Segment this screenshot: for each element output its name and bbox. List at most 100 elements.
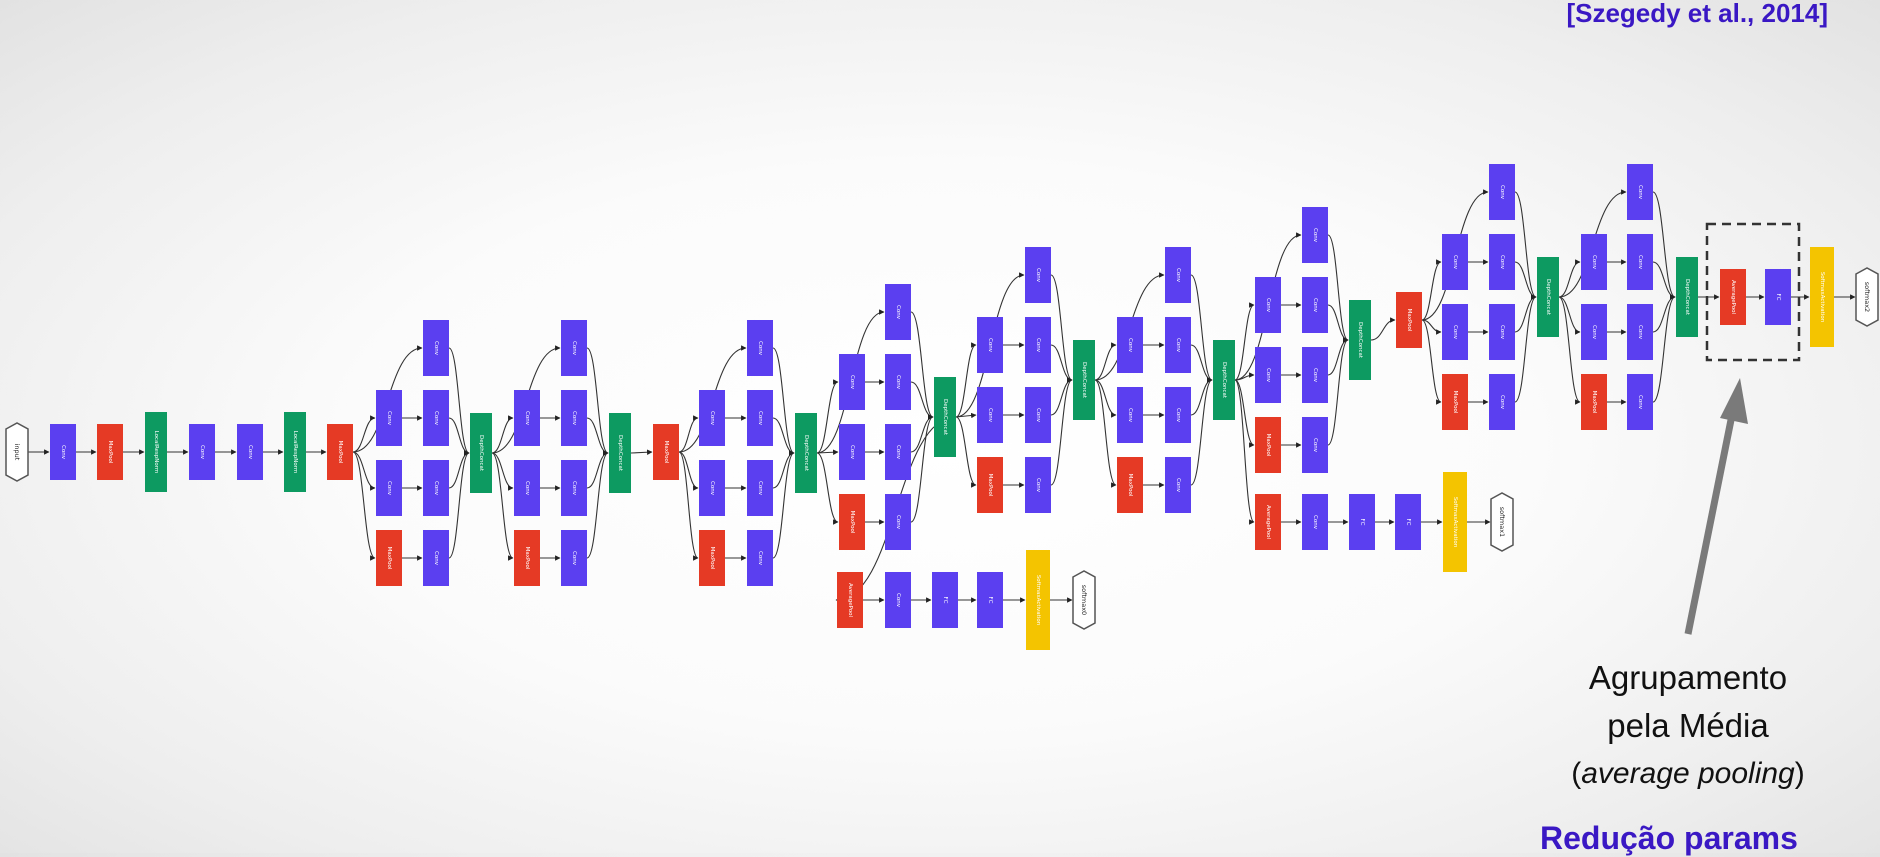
inception-3a-conv-a2-label: Conv bbox=[433, 411, 439, 426]
fc-aux-1a-label: FC bbox=[942, 596, 948, 603]
inception-5a-conv-b: Conv bbox=[1442, 304, 1468, 360]
inception-4c-concat-label: DepthConcat bbox=[1081, 362, 1087, 399]
avgpool-final-label: AveragePool bbox=[1730, 280, 1736, 314]
edge-maxpool-stem-2-to-inception-3a-conv-b bbox=[352, 451, 376, 491]
conv-stem-3-label: Conv bbox=[247, 445, 253, 460]
inception-4a-maxpool-label: MaxPool bbox=[709, 547, 715, 570]
fc-final: FC bbox=[1765, 269, 1791, 325]
avgpool-aux-1-label: AveragePool bbox=[847, 583, 853, 617]
maxpool-3: MaxPool bbox=[653, 424, 679, 480]
inception-5a-conv-p-label: Conv bbox=[1499, 395, 1505, 410]
inception-4a-conv-p-label: Conv bbox=[757, 551, 763, 566]
avgpool-aux-2-label: AveragePool bbox=[1265, 505, 1271, 539]
maxpool-stem-2: MaxPool bbox=[327, 424, 353, 480]
inception-4d-conv-1x1-label: Conv bbox=[1175, 268, 1181, 283]
inception-4e-conv-a2: Conv bbox=[1302, 277, 1328, 333]
conv-aux-1-label: Conv bbox=[895, 593, 901, 608]
inception-4b-conv-a: Conv bbox=[839, 354, 865, 410]
inception-4d-maxpool-label: MaxPool bbox=[1127, 474, 1133, 497]
average-pooling-caption: Agrupamento pela Média (average pooling) bbox=[1512, 654, 1864, 798]
edge-inception-4b-conv-a2-to-inception-4b-concat bbox=[910, 381, 934, 420]
conv-aux-2: Conv bbox=[1302, 494, 1328, 550]
inception-5a-concat: DepthConcat bbox=[1537, 257, 1559, 337]
edge-inception-4b-concat-to-inception-4c-conv-a bbox=[955, 342, 977, 418]
inception-4d-conv-b2: Conv bbox=[1165, 387, 1191, 443]
inception-5a-maxpool-label: MaxPool bbox=[1452, 391, 1458, 414]
edge-inception-4e-conv-p-to-inception-4e-concat bbox=[1327, 337, 1349, 446]
inception-5a-conv-b-label: Conv bbox=[1452, 325, 1458, 340]
edge-inception-4a-conv-b2-to-inception-4a-concat bbox=[772, 450, 795, 489]
edge-inception-5a-conv-1x1-to-inception-5a-concat bbox=[1514, 191, 1537, 300]
inception-4c-maxpool: MaxPool bbox=[977, 457, 1003, 513]
edge-inception-5a-concat-to-inception-5b-maxpool bbox=[1558, 296, 1581, 405]
edge-inception-4b-concat-to-inception-4c-conv-b bbox=[955, 412, 977, 419]
edge-inception-3a-conv-1x1-to-inception-3a-concat bbox=[448, 347, 470, 456]
inception-4d-conv-b: Conv bbox=[1117, 387, 1143, 443]
edge-inception-3b-concat-to-maxpool-3 bbox=[630, 449, 653, 455]
inception-3b-conv-1x1: Conv bbox=[561, 320, 587, 376]
fc-aux-2a: FC bbox=[1349, 494, 1375, 550]
edge-inception-5b-conv-p-to-inception-5b-concat bbox=[1652, 294, 1676, 403]
edge-inception-4d-concat-to-inception-4e-conv-b bbox=[1234, 372, 1255, 381]
inception-3b-maxpool: MaxPool bbox=[514, 530, 540, 586]
inception-4c-maxpool-label: MaxPool bbox=[987, 474, 993, 497]
softmax2-node-label: softmax2 bbox=[1863, 282, 1871, 312]
inception-4a-conv-1x1-label: Conv bbox=[757, 341, 763, 356]
inception-4b-conv-p-label: Conv bbox=[895, 515, 901, 530]
softmax0-node: softmax0 bbox=[1072, 570, 1096, 630]
softmax1-node-label: softmax1 bbox=[1498, 507, 1506, 537]
inception-5a-conv-p: Conv bbox=[1489, 374, 1515, 430]
conv-stem-1: Conv bbox=[50, 424, 76, 480]
edge-inception-5b-conv-a2-to-inception-5b-concat bbox=[1652, 261, 1676, 300]
edge-inception-5a-conv-a2-to-inception-5a-concat bbox=[1514, 261, 1537, 300]
inception-4e-conv-b2-label: Conv bbox=[1312, 368, 1318, 383]
inception-4d-maxpool: MaxPool bbox=[1117, 457, 1143, 513]
inception-4d-concat-label: DepthConcat bbox=[1221, 362, 1227, 399]
edge-maxpool-4-to-inception-5a-conv-a bbox=[1421, 259, 1442, 321]
softmax-activation-aux-1: SoftmaxActivation bbox=[1026, 550, 1050, 650]
caption-line-3: (average pooling) bbox=[1571, 757, 1805, 790]
inception-3b-conv-p: Conv bbox=[561, 530, 587, 586]
inception-4c-conv-p-label: Conv bbox=[1035, 478, 1041, 493]
lrn-stem-1: LocalRespNorm bbox=[145, 412, 167, 492]
inception-4a-conv-b2: Conv bbox=[747, 460, 773, 516]
inception-4a-conv-p: Conv bbox=[747, 530, 773, 586]
fc-aux-1b-label: FC bbox=[987, 596, 993, 603]
lrn-stem-2: LocalRespNorm bbox=[284, 412, 306, 492]
inception-5b-conv-b2: Conv bbox=[1627, 304, 1653, 360]
softmax-activation-aux-2-label: SoftmaxActivation bbox=[1452, 497, 1458, 548]
edge-inception-3a-concat-to-inception-3b-maxpool bbox=[491, 452, 514, 561]
edge-inception-4c-conv-p-to-inception-4c-concat bbox=[1050, 377, 1073, 486]
edge-inception-4d-concat-to-inception-4e-conv-a bbox=[1234, 302, 1255, 381]
inception-4a-conv-a2-label: Conv bbox=[757, 411, 763, 426]
lrn-stem-1-label: LocalRespNorm bbox=[153, 431, 159, 474]
inception-5b-concat: DepthConcat bbox=[1676, 257, 1698, 337]
edge-inception-4b-conv-p-to-inception-4b-concat bbox=[910, 414, 934, 523]
edge-inception-5a-conv-b2-to-inception-5a-concat bbox=[1514, 294, 1537, 333]
edge-inception-4b-conv-b2-to-inception-4b-concat bbox=[910, 414, 934, 453]
inception-4e-conv-a-label: Conv bbox=[1265, 298, 1271, 313]
inception-3a-conv-b: Conv bbox=[376, 460, 402, 516]
conv-stem-2-label: Conv bbox=[199, 445, 205, 460]
inception-5b-conv-a2: Conv bbox=[1627, 234, 1653, 290]
inception-3a-maxpool: MaxPool bbox=[376, 530, 402, 586]
edge-maxpool-4-to-inception-5a-conv-b bbox=[1421, 319, 1442, 335]
edge-inception-3a-conv-p-to-inception-3a-concat bbox=[448, 450, 470, 559]
edge-inception-3a-conv-a2-to-inception-3a-concat bbox=[448, 417, 470, 456]
caption-line-1: Agrupamento bbox=[1588, 659, 1788, 696]
inception-3a-conv-a: Conv bbox=[376, 390, 402, 446]
fc-aux-1b: FC bbox=[977, 572, 1003, 628]
edge-inception-4e-concat-to-maxpool-4 bbox=[1370, 317, 1396, 341]
inception-5b-conv-p: Conv bbox=[1627, 374, 1653, 430]
edge-inception-3a-concat-to-inception-3b-conv-a bbox=[491, 415, 514, 454]
inception-4a-conv-b: Conv bbox=[699, 460, 725, 516]
inception-3a-concat-label: DepthConcat bbox=[478, 435, 484, 472]
softmax2-node: softmax2 bbox=[1855, 267, 1879, 327]
inception-3a-conv-1x1: Conv bbox=[423, 320, 449, 376]
inception-4e-conv-1x1: Conv bbox=[1302, 207, 1328, 263]
inception-5a-conv-a-label: Conv bbox=[1452, 255, 1458, 270]
inception-4c-conv-b2-label: Conv bbox=[1035, 408, 1041, 423]
edge-inception-4c-concat-to-inception-4d-maxpool bbox=[1094, 379, 1117, 488]
inception-4e-conv-b: Conv bbox=[1255, 347, 1281, 403]
